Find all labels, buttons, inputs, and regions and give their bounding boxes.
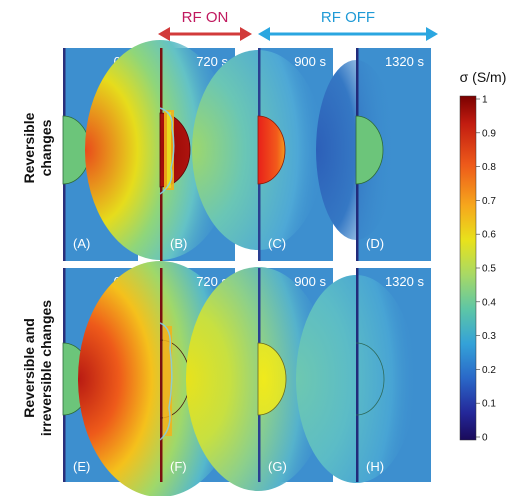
colorbar-tick-label: 0.9 bbox=[482, 128, 496, 139]
panel-tag: (C) bbox=[268, 236, 286, 251]
tumor-region bbox=[257, 115, 286, 185]
colorbar-tick-label: 1 bbox=[482, 95, 488, 106]
colorbar-tick-label: 0.7 bbox=[482, 196, 496, 207]
tumor-region bbox=[257, 342, 287, 416]
rf-on-arrow bbox=[158, 27, 252, 41]
panel-tag: (A) bbox=[73, 236, 90, 251]
panel-d: 1320 s (D) bbox=[316, 48, 431, 261]
rf-off-label: RF OFF bbox=[321, 9, 375, 26]
panel-time: 1320 s bbox=[385, 274, 425, 289]
colorbar-tick-label: 0 bbox=[482, 433, 488, 444]
tumor-outline bbox=[355, 342, 385, 416]
panel-tag: (E) bbox=[73, 459, 90, 474]
colorbar-tick-label: 0.1 bbox=[482, 399, 496, 410]
row-label-irreversible: Reversible and irreversible changes bbox=[21, 300, 54, 436]
panel-tag: (H) bbox=[366, 459, 384, 474]
panel-tag: (B) bbox=[170, 236, 187, 251]
colorbar-tick-label: 0.5 bbox=[482, 264, 496, 275]
colorbar-tick-label: 0.3 bbox=[482, 331, 496, 342]
panel-tag: (F) bbox=[170, 459, 187, 474]
colorbar-title: σ (S/m) bbox=[460, 69, 507, 85]
rf-off-arrow bbox=[258, 27, 438, 41]
colorbar-tick-label: 0.8 bbox=[482, 162, 496, 173]
row-label-reversible-line2: changes bbox=[38, 119, 54, 176]
colorbar-tick-label: 0.4 bbox=[482, 297, 496, 308]
row-label-irreversible-line2: irreversible changes bbox=[38, 300, 54, 436]
panel-time: 900 s bbox=[294, 274, 326, 289]
rf-on-label: RF ON bbox=[182, 9, 229, 26]
colorbar-tick-label: 0.2 bbox=[482, 365, 496, 376]
panel-time: 720 s bbox=[196, 54, 228, 69]
panel-tag: (G) bbox=[268, 459, 287, 474]
panel-time: 900 s bbox=[294, 54, 326, 69]
row-label-irreversible-line1: Reversible and bbox=[21, 318, 37, 418]
panel-h: 1320 s (H) bbox=[296, 268, 431, 483]
row-label-reversible: Reversible changes bbox=[21, 112, 54, 183]
row-label-reversible-line1: Reversible bbox=[21, 112, 37, 183]
colorbar-tick-label: 0.6 bbox=[482, 230, 496, 241]
colorbar-ticks: 1 0.9 0.8 0.7 0.6 0.5 0.4 0.3 0.2 0.1 0 bbox=[476, 95, 496, 444]
colorbar bbox=[459, 95, 477, 441]
panel-time: 1320 s bbox=[385, 54, 425, 69]
panel-tag: (D) bbox=[366, 236, 384, 251]
tumor-region bbox=[355, 115, 384, 185]
